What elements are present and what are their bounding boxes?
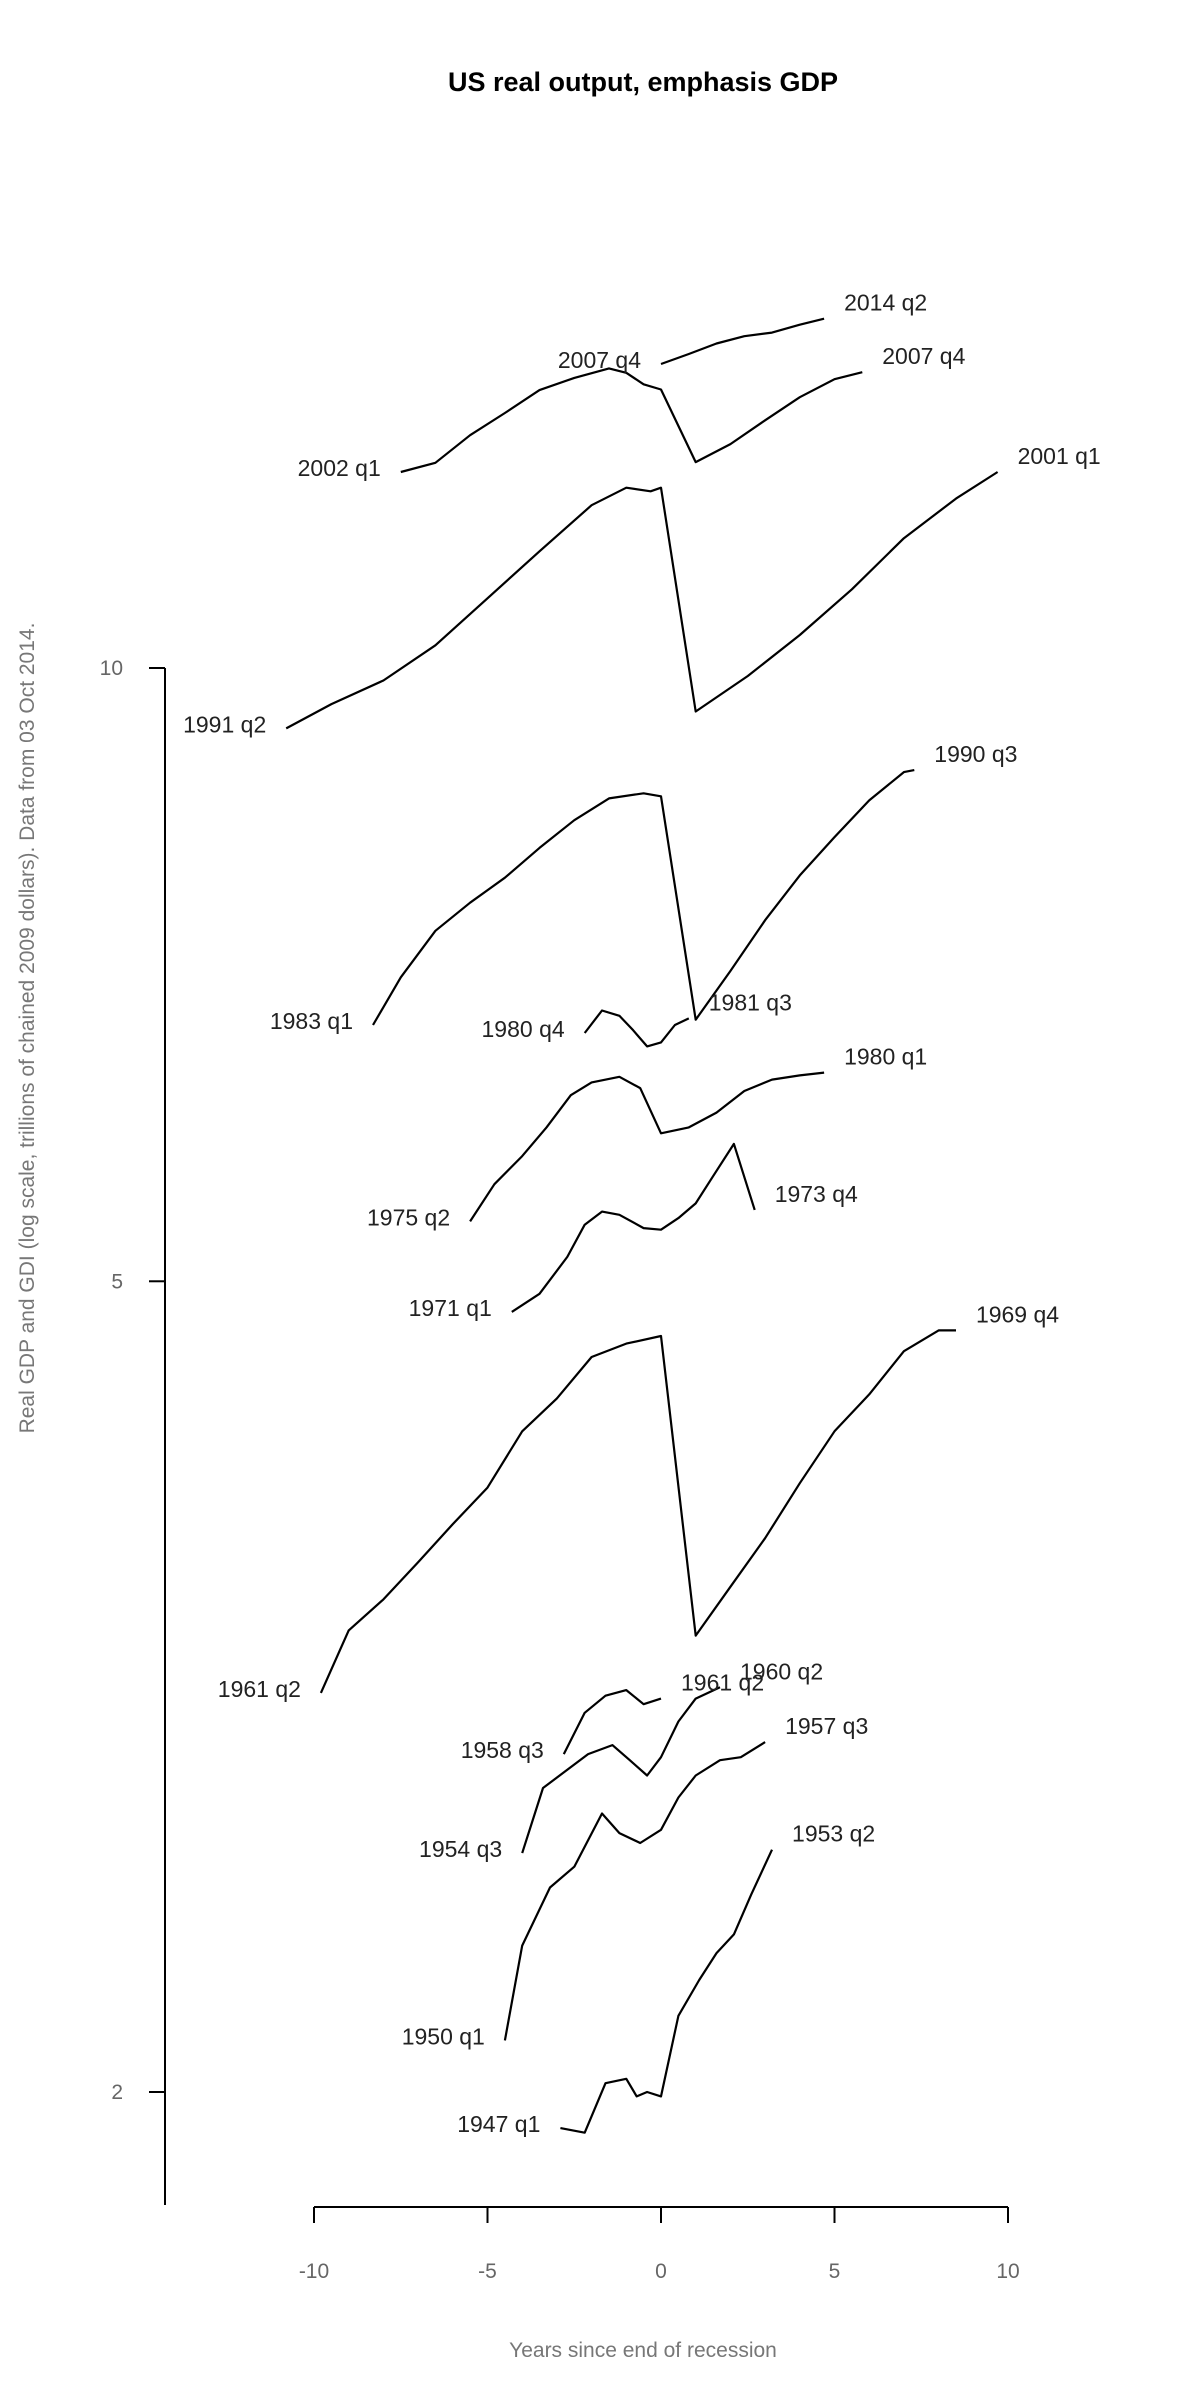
gdp-line	[285, 471, 999, 730]
recession-start-label: 1971 q1	[409, 1295, 492, 1321]
recession-end-label: 1961 q2	[681, 1670, 764, 1696]
gdp-line	[400, 367, 863, 474]
recession-end-label: 2001 q1	[1018, 443, 1101, 469]
x-tick-label: -5	[478, 2260, 497, 2283]
x-axis-title: Years since end of recession	[509, 2339, 777, 2362]
y-tick-label: 2	[111, 2081, 123, 2104]
gdp-line	[372, 769, 915, 1026]
recession-start-label: 1958 q3	[461, 1737, 544, 1763]
y-tick-label: 10	[100, 657, 123, 680]
y-tick-label: 5	[111, 1270, 123, 1293]
axes-group	[164, 668, 1008, 2208]
gdp-line	[511, 1142, 756, 1313]
gdp-line	[503, 1741, 766, 2041]
x-tick-label: 10	[996, 2260, 1019, 2283]
recession-start-label: 1991 q2	[183, 711, 266, 737]
series-labels-group: 1947 q1 1953 q2 1950 q1 1957 q3 1954 q3 1960 …	[183, 290, 1101, 2137]
gdp-line	[319, 1329, 956, 1694]
recession-end-label: 1960 q2	[740, 1658, 823, 1684]
x-tick-label: 5	[829, 2260, 841, 2283]
recession-start-label: 2007 q4	[558, 347, 641, 373]
recession-start-label: 1983 q1	[270, 1008, 353, 1034]
recession-start-label: 1980 q4	[482, 1016, 565, 1042]
recession-end-label: 1973 q4	[775, 1181, 858, 1207]
recession-end-label: 1953 q2	[792, 1821, 875, 1847]
recession-start-label: 1950 q1	[402, 2023, 485, 2049]
recession-end-label: 1957 q3	[785, 1713, 868, 1739]
recession-end-label: 2007 q4	[882, 343, 965, 369]
recession-end-label: 1980 q1	[844, 1044, 927, 1070]
recession-start-label: 2002 q1	[298, 455, 381, 481]
recession-end-label: 1990 q3	[934, 741, 1017, 767]
gdp-line	[660, 317, 825, 366]
x-ticks-group: -10 -5 0 5 10	[299, 2207, 1020, 2283]
recession-end-label: 2014 q2	[844, 290, 927, 316]
recession-start-label: 1975 q2	[367, 1204, 450, 1230]
y-ticks-group: 2 5 10	[100, 657, 165, 2104]
chart-title: US real output, emphasis GDP	[448, 67, 838, 97]
gdp-line	[521, 1686, 721, 1854]
recession-start-label: 1954 q3	[419, 1836, 502, 1862]
recession-start-label: 1961 q2	[218, 1676, 301, 1702]
recession-start-label: 1947 q1	[457, 2111, 540, 2137]
gdp-line	[469, 1071, 825, 1223]
gdp-line	[583, 1009, 690, 1048]
recession-end-label: 1969 q4	[976, 1301, 1059, 1327]
series-lines-group	[285, 317, 999, 2134]
y-axis-title: Real GDP and GDI (log scale, trillions o…	[16, 623, 39, 1434]
x-tick-label: -10	[299, 2260, 329, 2283]
gdp-line	[560, 1849, 773, 2134]
recession-end-label: 1981 q3	[709, 989, 792, 1015]
x-tick-label: 0	[655, 2260, 667, 2283]
gdp-line	[562, 1689, 662, 1755]
